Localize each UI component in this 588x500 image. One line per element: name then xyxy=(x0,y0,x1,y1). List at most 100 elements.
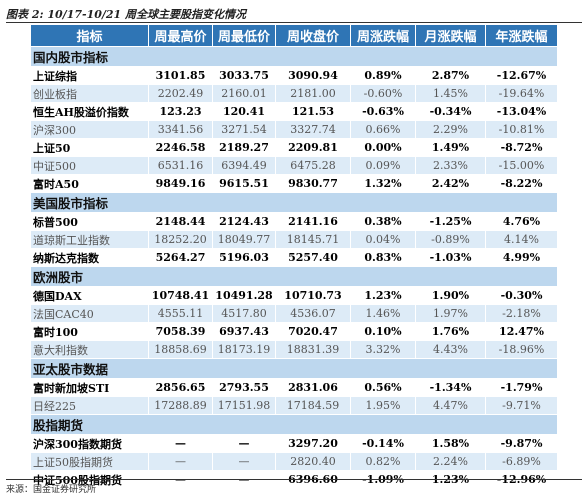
value-cell: -12.67% xyxy=(485,66,558,85)
value-cell: -0.63% xyxy=(350,102,416,121)
value-cell: 0.83% xyxy=(350,248,416,267)
value-cell: -0.34% xyxy=(415,102,486,121)
value-cell: 0.89% xyxy=(350,66,416,85)
value-cell: -1.79% xyxy=(485,378,558,397)
value-cell: 6937.43 xyxy=(212,322,276,341)
value-cell: 18173.19 xyxy=(212,340,276,359)
value-cell: 4.43% xyxy=(415,340,486,359)
value-cell: 0.66% xyxy=(350,120,416,139)
value-cell: 0.04% xyxy=(350,230,416,249)
value-cell: 1.45% xyxy=(415,84,486,103)
value-cell: 121.53 xyxy=(275,102,351,121)
index-name: 富时新加坡STI xyxy=(30,378,149,397)
value-cell: 6394.49 xyxy=(212,156,276,175)
value-cell: 2.87% xyxy=(415,66,486,85)
value-cell: 2.42% xyxy=(415,174,486,193)
value-cell: 17151.98 xyxy=(212,396,276,415)
data-row: 中证500 6531.16 6394.49 6475.28 0.09% 2.33% -15.… xyxy=(30,156,558,175)
header-row: 指标 周最高价 周最低价 周收盘价 周涨跌幅 月涨跌幅 年涨跌幅 xyxy=(30,24,558,47)
table: 指标 周最高价 周最低价 周收盘价 周涨跌幅 月涨跌幅 年涨跌幅 国内股市指标 上证综指 3101… xyxy=(30,24,558,489)
value-cell: 2.29% xyxy=(415,120,486,139)
value-cell: 123.23 xyxy=(148,102,213,121)
data-row: 上证50 2246.58 2189.27 2209.81 0.00% 1.49% -8.72… xyxy=(30,138,558,157)
value-cell: 0.38% xyxy=(350,212,416,231)
section-row: 欧洲股市 xyxy=(30,266,558,287)
index-name: 富时A50 xyxy=(30,174,149,193)
value-cell: 0.10% xyxy=(350,322,416,341)
value-cell: 2148.44 xyxy=(148,212,213,231)
value-cell: 18145.71 xyxy=(275,230,351,249)
value-cell: -6.89% xyxy=(485,452,558,471)
data-row: 富时100 7058.39 6937.43 7020.47 0.10% 1.76% 12.4… xyxy=(30,322,558,341)
value-cell: 2856.65 xyxy=(148,378,213,397)
title: 图表 2: 10/17-10/21 周全球主要股指变化情况 xyxy=(6,8,247,21)
value-cell: -10.81% xyxy=(485,120,558,139)
value-cell: 2.24% xyxy=(415,452,486,471)
value-cell: 1.95% xyxy=(350,396,416,415)
value-cell: 0.82% xyxy=(350,452,416,471)
data-row: 沪深300指数期货 — —3297.20 -0.14% 1.58% -9.87% xyxy=(30,434,558,453)
value-cell: 2246.58 xyxy=(148,138,213,157)
value-cell: -8.72% xyxy=(485,138,558,157)
index-name: 沪深300 xyxy=(30,120,149,139)
value-cell: 3271.54 xyxy=(212,120,276,139)
value-cell: -0.30% xyxy=(485,286,558,305)
data-row: 创业板指 2202.49 2160.01 2181.00 -0.60% 1.45% -19.… xyxy=(30,84,558,103)
value-cell: 2793.55 xyxy=(212,378,276,397)
data-row: 纳斯达克指数 5264.27 5196.03 5257.40 0.83% -1.03% 4.… xyxy=(30,248,558,267)
rule xyxy=(6,22,582,23)
rule xyxy=(6,479,582,480)
value-cell: — xyxy=(148,434,213,453)
section-title: 亚太股市数据 xyxy=(30,358,558,379)
value-cell: 6531.16 xyxy=(148,156,213,175)
section-row: 美国股市指标 xyxy=(30,192,558,213)
value-cell: 2160.01 xyxy=(212,84,276,103)
value-cell: 0.00% xyxy=(350,138,416,157)
value-cell: 9849.16 xyxy=(148,174,213,193)
value-cell: 1.90% xyxy=(415,286,486,305)
value-cell: 4517.80 xyxy=(212,304,276,323)
value-cell: 4.76% xyxy=(485,212,558,231)
data-row: 法国CAC40 4555.11 4517.80 4536.07 1.46% 1.97% -2… xyxy=(30,304,558,323)
index-name: 沪深300指数期货 xyxy=(30,434,149,453)
value-cell: -15.00% xyxy=(485,156,558,175)
index-name: 标普500 xyxy=(30,212,149,231)
index-name: 上证50 xyxy=(30,138,149,157)
value-cell: 18252.20 xyxy=(148,230,213,249)
section-title: 美国股市指标 xyxy=(30,192,558,213)
index-name: 上证综指 xyxy=(30,66,149,85)
header-cell: 周涨跌幅 xyxy=(350,24,416,47)
value-cell: 2.33% xyxy=(415,156,486,175)
value-cell: — xyxy=(148,452,213,471)
value-cell: 2124.43 xyxy=(212,212,276,231)
value-cell: 10748.41 xyxy=(148,286,213,305)
value-cell: -12.96% xyxy=(485,470,558,489)
data-row: 恒生AH股溢价指数 123.23 120.41 121.53 -0.63% -0.34% -… xyxy=(30,102,558,121)
value-cell: 1.97% xyxy=(415,304,486,323)
data-row: 富时新加坡STI 2856.65 2793.55 2831.06 0.56% -1.34%… xyxy=(30,378,558,397)
value-cell: — xyxy=(212,452,276,471)
value-cell: -2.18% xyxy=(485,304,558,323)
data-row: 日经225 17288.89 17151.98 17184.59 1.95% 4.47% -… xyxy=(30,396,558,415)
value-cell: 9830.77 xyxy=(275,174,351,193)
value-cell: 1.23% xyxy=(350,286,416,305)
section-title: 欧洲股市 xyxy=(30,266,558,287)
value-cell: -1.03% xyxy=(415,248,486,267)
value-cell: 5196.03 xyxy=(212,248,276,267)
value-cell: 1.49% xyxy=(415,138,486,157)
section-row: 股指期货 xyxy=(30,414,558,435)
value-cell: 2181.00 xyxy=(275,84,351,103)
value-cell: 12.47% xyxy=(485,322,558,341)
value-cell: 5257.40 xyxy=(275,248,351,267)
value-cell: 18049.77 xyxy=(212,230,276,249)
value-cell: 3033.75 xyxy=(212,66,276,85)
index-name: 创业板指 xyxy=(30,84,149,103)
data-row: 沪深300 3341.56 3271.54 3327.74 0.66% 2.29% -10.… xyxy=(30,120,558,139)
value-cell: 3341.56 xyxy=(148,120,213,139)
data-row: 标普500 2148.44 2124.43 2141.16 0.38% -1.25% 4.7… xyxy=(30,212,558,231)
value-cell: 3297.20 xyxy=(275,434,351,453)
value-cell: -8.22% xyxy=(485,174,558,193)
data-row: 上证50股指期货 — —2820.40 0.82% 2.24% -6.89% xyxy=(30,452,558,471)
value-cell: 2820.40 xyxy=(275,452,351,471)
